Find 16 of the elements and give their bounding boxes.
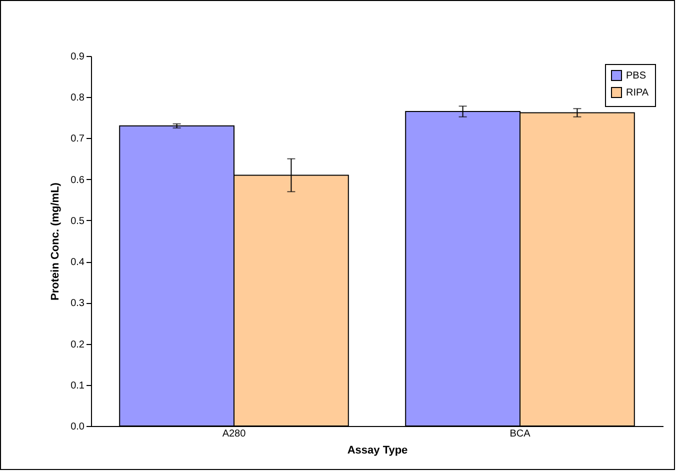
y-tick-label: 0.7 [70,134,85,145]
y-tick-label: 0.9 [70,52,85,62]
y-tick-label: 0.5 [70,216,85,227]
y-tick-label: 0.3 [70,298,85,310]
y-tick-label: 0.1 [70,380,85,392]
y-tick-label: 0.4 [70,257,85,268]
y-tick-label: 0.2 [70,339,85,350]
x-axis-title: Assay Type [347,444,408,456]
legend-label: RIPA [626,88,649,98]
y-tick-label: 0.0 [70,422,85,432]
x-tick-label: A280 [222,428,246,440]
x-tick-label: BCA [510,428,531,440]
y-tick-label: 0.6 [70,174,85,186]
y-axis-title: Protein Conc. (mg/mL) [50,182,62,300]
y-tick-label: 0.8 [70,92,85,104]
legend-label: PBS [626,70,646,82]
